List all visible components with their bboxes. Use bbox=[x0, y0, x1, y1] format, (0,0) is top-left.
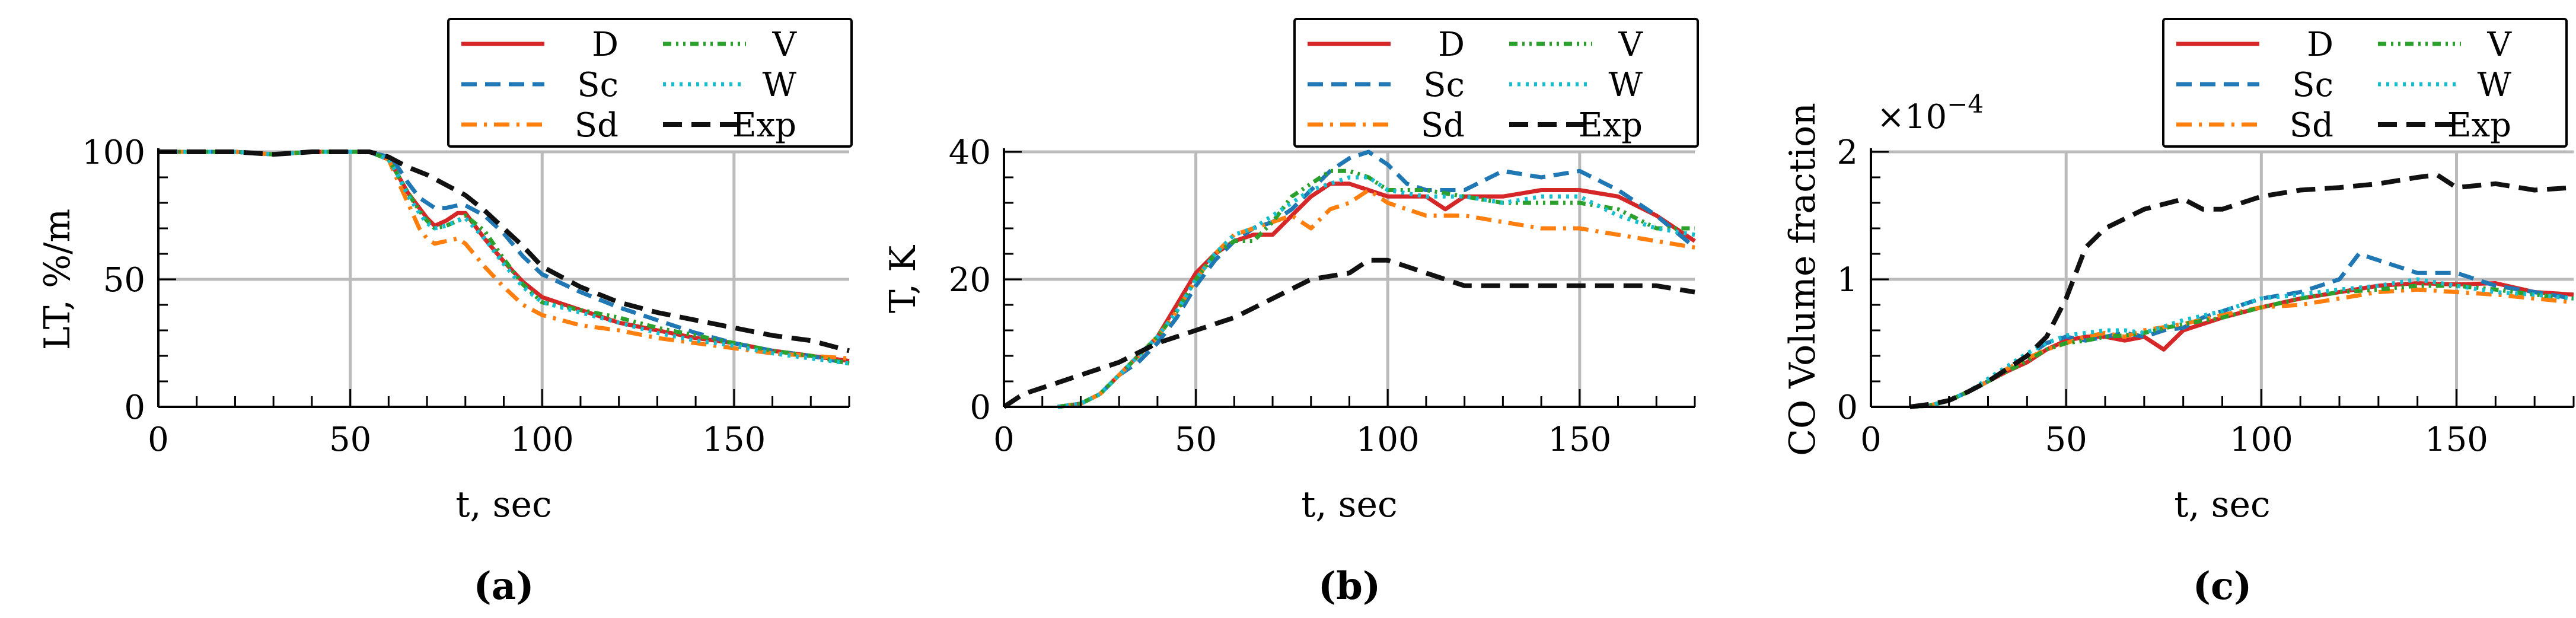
x-tick-label: 150 bbox=[1548, 421, 1611, 459]
x-tick-label: 50 bbox=[2045, 421, 2087, 459]
x-tick-label: 50 bbox=[329, 421, 371, 459]
legend-label-d: D bbox=[1438, 26, 1465, 64]
y-tick-label: 20 bbox=[949, 261, 991, 300]
series-line-d bbox=[1057, 181, 1696, 409]
legend-label-exp: Exp bbox=[2447, 106, 2511, 145]
series-line-sd bbox=[1057, 188, 1695, 409]
legend-label-exp: Exp bbox=[1579, 106, 1643, 145]
y-axis-label: LT, %/m bbox=[37, 209, 78, 350]
x-tick-label: 150 bbox=[2425, 421, 2488, 459]
series-line-sc bbox=[1909, 251, 2574, 409]
y-tick-label: 40 bbox=[949, 133, 991, 172]
y-tick-label: 0 bbox=[1837, 388, 1858, 427]
legend-label-sc: Sc bbox=[2292, 66, 2333, 104]
legend-label-exp: Exp bbox=[732, 106, 796, 145]
legend-label-v: V bbox=[772, 26, 798, 64]
legend-box bbox=[1293, 18, 1699, 148]
series-line-w bbox=[1909, 277, 2574, 409]
legend-label-sc: Sc bbox=[577, 66, 619, 104]
x-tick-label: 100 bbox=[2230, 421, 2293, 459]
legend-box bbox=[447, 18, 853, 148]
series-line-exp bbox=[158, 149, 850, 353]
x-tick-label: 100 bbox=[511, 421, 574, 459]
x-axis-label: t, sec bbox=[455, 484, 551, 525]
legend-label-sd: Sd bbox=[575, 106, 619, 145]
x-tick-label: 0 bbox=[1860, 421, 1882, 459]
y-tick-label: 0 bbox=[124, 388, 145, 427]
legend-label-sc: Sc bbox=[1423, 66, 1465, 104]
y-axis-exponent: ×10−4 bbox=[1877, 90, 1984, 136]
legend-label-w: W bbox=[762, 66, 796, 104]
legend-box bbox=[2162, 18, 2568, 148]
series-line-v bbox=[1909, 283, 2574, 409]
series-line-exp bbox=[1002, 257, 1695, 409]
legend-label-w: W bbox=[2477, 66, 2511, 104]
x-axis-label: t, sec bbox=[2174, 484, 2270, 525]
legend-label-w: W bbox=[1608, 66, 1643, 104]
x-tick-label: 0 bbox=[993, 421, 1015, 459]
y-axis-exponent-power: −4 bbox=[1947, 90, 1984, 119]
panel-label: (a) bbox=[473, 564, 534, 609]
legend-label-d: D bbox=[2307, 26, 2333, 64]
x-axis-label: t, sec bbox=[1301, 484, 1397, 525]
y-tick-label: 2 bbox=[1837, 133, 1858, 172]
panel-2: 0 50 100 150 0 1 2 t, sec CO Volume fraction ×10−… bbox=[1782, 18, 2575, 609]
series-line-sd bbox=[1909, 287, 2574, 409]
x-tick-label: 50 bbox=[1175, 421, 1217, 459]
y-axis-label: T, K bbox=[882, 245, 924, 313]
x-tick-label: 0 bbox=[148, 421, 169, 459]
legend-label-sd: Sd bbox=[2290, 106, 2333, 145]
panel-label: (b) bbox=[1318, 564, 1381, 609]
x-tick-label: 100 bbox=[1356, 421, 1420, 459]
series-line-w bbox=[1057, 175, 1695, 409]
y-axis-label: CO Volume fraction bbox=[1782, 103, 1823, 456]
series-line-sc bbox=[1057, 149, 1697, 409]
y-tick-label: 1 bbox=[1837, 261, 1858, 300]
series-line-w bbox=[158, 149, 850, 366]
y-tick-label: 0 bbox=[970, 388, 991, 427]
legend-label-sd: Sd bbox=[1421, 106, 1465, 145]
series-line-d bbox=[1909, 281, 2574, 409]
series-line-sd bbox=[158, 149, 850, 361]
y-tick-label: 50 bbox=[103, 261, 145, 300]
panel-label: (c) bbox=[2193, 564, 2252, 609]
legend-label-v: V bbox=[2487, 26, 2513, 64]
legend-label-d: D bbox=[592, 26, 619, 64]
legend-label-v: V bbox=[1618, 26, 1644, 64]
x-tick-label: 150 bbox=[702, 421, 766, 459]
y-tick-label: 100 bbox=[82, 133, 145, 172]
